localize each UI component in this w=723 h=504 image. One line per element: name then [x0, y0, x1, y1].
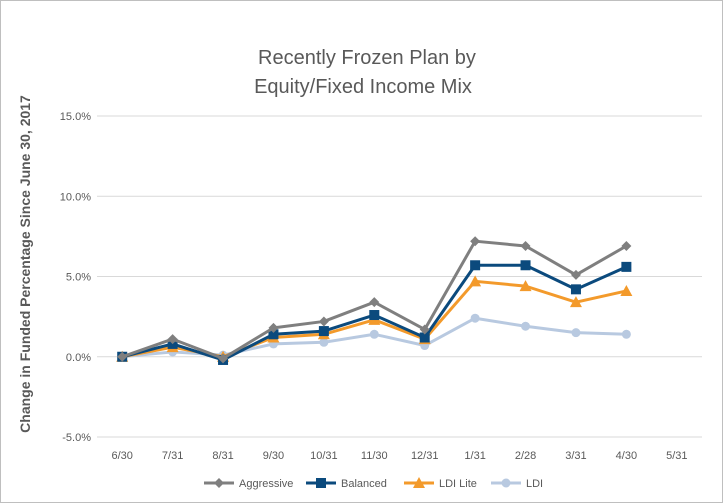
y-axis-label: Change in Funded Percentage Since June 3…	[17, 95, 33, 433]
x-tick-label: 10/31	[310, 450, 338, 462]
data-point-square	[318, 326, 329, 337]
data-point-triangle	[469, 275, 482, 287]
data-point-triangle	[569, 296, 582, 308]
data-point-square	[570, 284, 581, 295]
legend-label: LDI	[526, 478, 543, 490]
gridlines	[97, 115, 702, 438]
data-point-diamond	[268, 322, 279, 333]
data-point-circle	[621, 329, 631, 339]
legend-label: LDI Lite	[439, 478, 477, 490]
data-point-circle	[470, 313, 480, 323]
series-aggressive	[117, 236, 632, 364]
legend-label: Aggressive	[239, 478, 293, 490]
legend-label: Balanced	[341, 478, 387, 490]
y-tick-label: 5.0%	[66, 272, 91, 284]
data-point-diamond	[117, 351, 128, 362]
data-point-diamond	[214, 478, 224, 488]
data-point-diamond	[520, 241, 531, 252]
data-point-diamond	[470, 236, 481, 247]
x-tick-label: 9/30	[263, 450, 284, 462]
chart-title-line-2: Equity/Fixed Income Mix	[254, 76, 472, 98]
data-point-diamond	[318, 316, 329, 327]
legend: Aggressive Balanced LDI Lite LDI	[204, 477, 543, 490]
legend-item: LDI	[491, 478, 543, 490]
legend-item: Balanced	[306, 478, 387, 490]
y-tick-label: 0.0%	[66, 352, 91, 364]
x-tick-label: 1/31	[464, 450, 485, 462]
x-tick-label: 6/30	[111, 450, 132, 462]
data-point-diamond	[218, 353, 229, 364]
data-point-square	[621, 261, 632, 272]
x-tick-label: 12/31	[411, 450, 439, 462]
x-tick-label: 2/28	[515, 450, 536, 462]
y-tick-label: 15.0%	[60, 111, 91, 123]
x-tick-label: 3/31	[565, 450, 586, 462]
series-lines	[116, 236, 633, 365]
y-tick-label: -5.0%	[62, 432, 91, 444]
x-tick-label: 5/31	[666, 450, 687, 462]
data-point-diamond	[419, 324, 430, 335]
data-point-circle	[521, 321, 531, 331]
y-axis-ticks: -5.0% 0.0% 5.0% 10.0% 15.0%	[60, 111, 91, 444]
data-point-circle	[369, 329, 379, 339]
chart-title-line-1: Recently Frozen Plan by	[258, 47, 476, 69]
data-point-diamond	[570, 269, 581, 280]
x-tick-label: 11/30	[361, 450, 388, 462]
data-point-triangle	[519, 280, 532, 292]
x-tick-label: 7/31	[162, 450, 183, 462]
y-tick-label: 10.0%	[60, 191, 91, 203]
data-point-circle	[571, 328, 581, 338]
x-tick-label: 8/31	[212, 450, 233, 462]
data-point-circle	[319, 337, 329, 347]
data-point-square	[419, 332, 430, 343]
data-point-circle	[501, 478, 511, 488]
data-point-diamond	[621, 241, 632, 252]
series-balanced	[117, 260, 632, 365]
x-tick-label: 4/30	[616, 450, 637, 462]
x-axis-ticks: 6/30 7/31 8/31 9/30 10/31 11/30 12/31 1/31 2/28 3…	[111, 450, 687, 462]
data-point-square	[470, 260, 481, 271]
data-point-triangle	[413, 477, 425, 488]
data-point-square	[520, 260, 531, 271]
data-point-square	[369, 310, 380, 321]
data-point-diamond	[167, 334, 178, 345]
data-point-diamond	[369, 297, 380, 308]
data-point-square	[268, 329, 279, 340]
legend-item: Aggressive	[204, 478, 293, 490]
data-point-triangle	[620, 284, 633, 296]
data-point-square	[316, 478, 326, 488]
legend-item: LDI Lite	[404, 477, 477, 490]
